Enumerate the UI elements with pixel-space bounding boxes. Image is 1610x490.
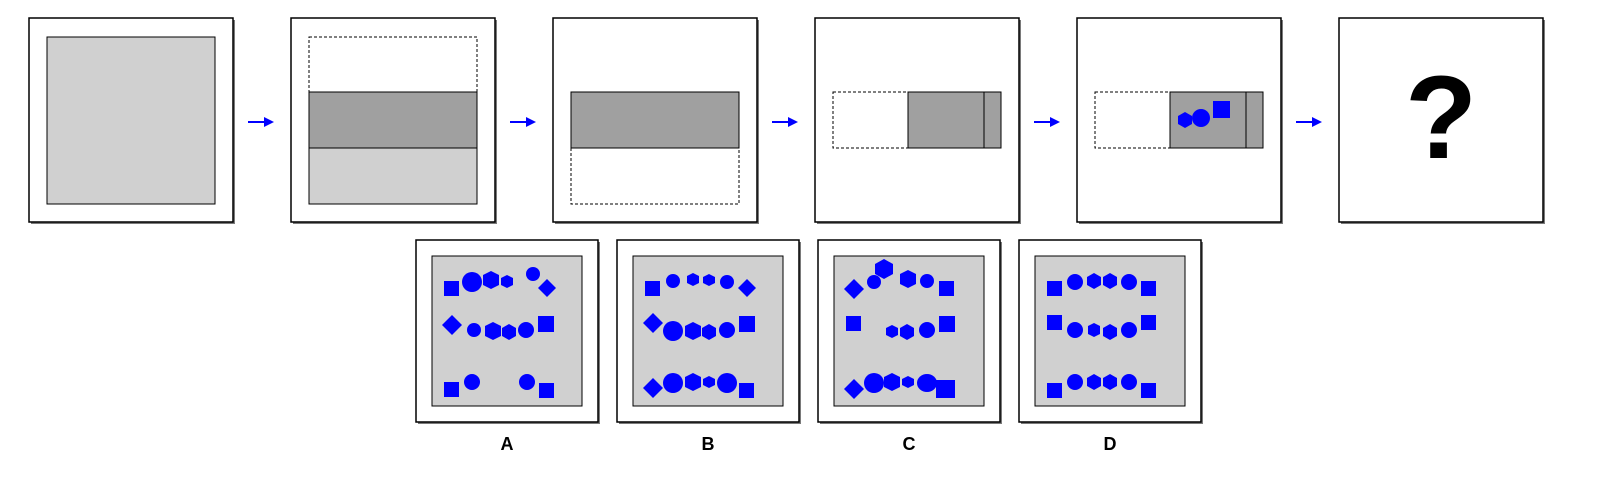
dashed-bottom-section — [570, 147, 740, 205]
sequence-panel-3 — [552, 17, 759, 224]
dark-band — [308, 91, 478, 149]
dark-band — [570, 91, 740, 149]
option-b-label: B — [702, 434, 715, 454]
option-a-label: A — [501, 434, 514, 454]
hexagon-icon — [1178, 112, 1192, 128]
paper-sheet — [46, 36, 216, 205]
option-c-label: C — [903, 434, 916, 454]
question-mark: ? — [1405, 52, 1477, 184]
light-bottom-section — [308, 147, 478, 205]
sequence-panel-5 — [1076, 17, 1283, 224]
arrow-1 — [248, 117, 274, 127]
arrow-4 — [1034, 117, 1060, 127]
sequence-panel-2 — [290, 17, 497, 224]
circle-icon — [1192, 109, 1210, 127]
sequence-panel-4 — [814, 17, 1021, 224]
arrow-5 — [1296, 117, 1322, 127]
option-d[interactable] — [1018, 239, 1203, 424]
arrow-2 — [510, 117, 536, 127]
sequence-panel-6: ? — [1338, 17, 1545, 224]
arrow-3 — [772, 117, 798, 127]
sequence-panel-1 — [28, 17, 235, 224]
option-d-label: D — [1104, 434, 1117, 454]
folded-strip — [907, 91, 1002, 149]
square-icon — [1213, 101, 1230, 118]
option-c[interactable] — [817, 239, 1002, 424]
option-b[interactable] — [616, 239, 801, 424]
option-a[interactable] — [415, 239, 600, 424]
